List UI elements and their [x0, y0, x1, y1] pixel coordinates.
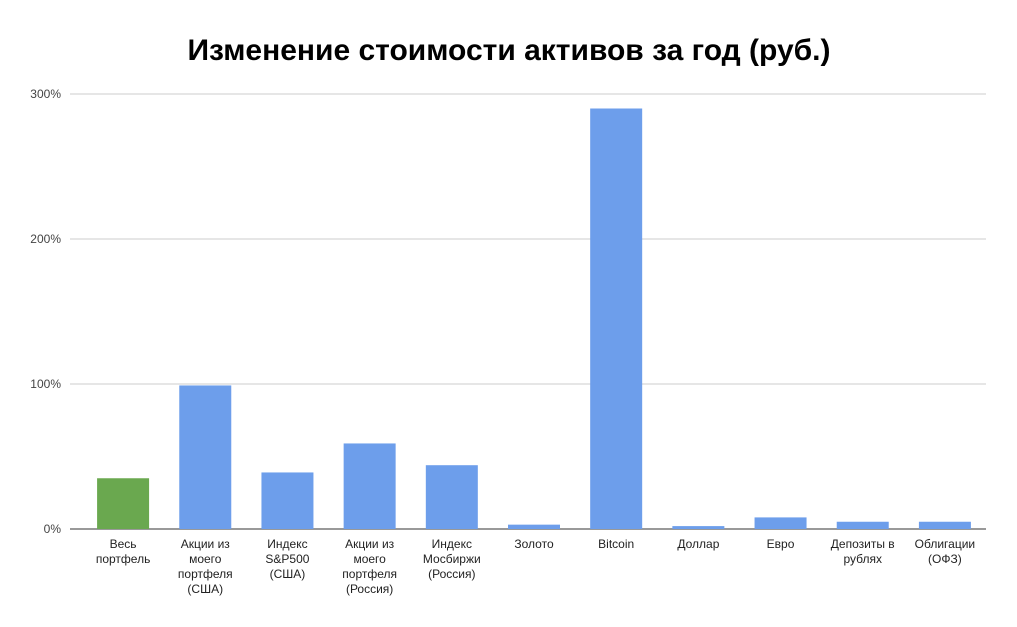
x-category-label: Доллар [677, 537, 719, 551]
x-category-label: Золото [514, 537, 554, 551]
y-axis-ticks: 0% 100% 200% 300% [30, 87, 61, 536]
bar [97, 478, 150, 529]
bar [425, 465, 478, 529]
x-axis-labels: Весь портфель Акции из моего портфеля (США) Ин… [96, 537, 975, 596]
bar [179, 385, 232, 529]
x-category-label: Облигации (ОФЗ) [915, 537, 975, 566]
x-category-label: Депозиты в рублях [831, 537, 895, 566]
y-tick-label: 0% [44, 522, 62, 536]
bar [508, 524, 560, 529]
x-category-label: Акции из моего портфеля (США) [178, 537, 233, 596]
y-tick-label: 100% [30, 377, 61, 391]
x-category-label: Акции из моего портфеля (Россия) [342, 537, 397, 596]
bars [97, 108, 971, 529]
bar [672, 526, 725, 529]
bar [590, 108, 643, 529]
bar [343, 443, 396, 529]
chart-title: Изменение стоимости активов за год (руб.… [187, 34, 830, 67]
bar [261, 472, 314, 529]
y-tick-label: 200% [30, 232, 61, 246]
y-tick-label: 300% [30, 87, 61, 101]
x-category-label: Индекс Мосбиржи (Россия) [423, 537, 481, 581]
x-category-label: Весь портфель [96, 537, 150, 566]
bar [754, 517, 807, 529]
bar [836, 521, 889, 529]
x-category-label: Индекс S&P500 (США) [265, 537, 309, 581]
x-category-label: Евро [767, 537, 795, 551]
x-category-label: Bitcoin [598, 537, 634, 551]
bar [918, 521, 971, 529]
